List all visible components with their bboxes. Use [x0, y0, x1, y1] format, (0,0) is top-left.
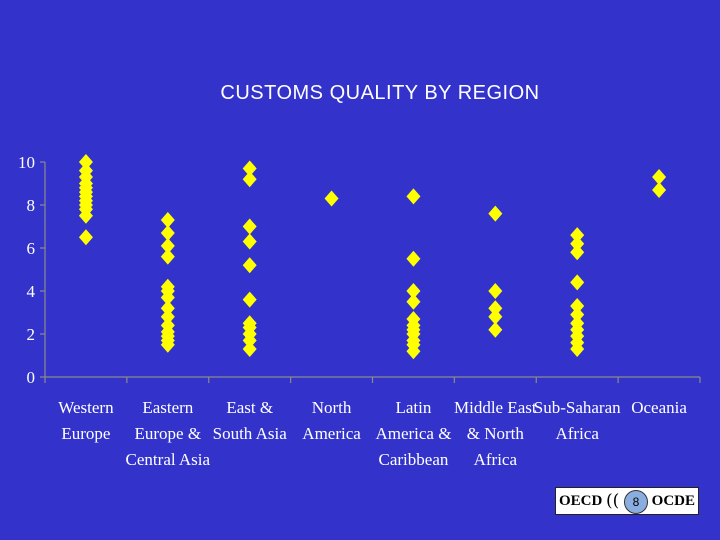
data-point — [652, 169, 667, 186]
data-point — [406, 293, 421, 310]
y-tick-label: 2 — [27, 325, 36, 344]
logo-marks: (( — [606, 491, 620, 511]
x-category-label-line: Middle East — [454, 398, 537, 417]
data-point — [78, 154, 93, 170]
slide-title: CUSTOMS QUALITY BY REGION — [220, 82, 540, 104]
data-point — [78, 207, 93, 224]
x-category-label-line: Europe — [61, 424, 110, 443]
data-point — [570, 306, 585, 323]
logo-oecd-text: OECD — [559, 493, 603, 509]
data-point — [242, 332, 257, 349]
x-category-label-line: Latin — [395, 398, 431, 417]
x-category-label-line: South Asia — [213, 424, 288, 443]
data-point — [406, 188, 421, 205]
data-point — [160, 248, 175, 265]
data-point — [160, 224, 175, 241]
x-category-labels: Western Europe Eastern Europe & Central Asia… — [58, 398, 687, 469]
data-point — [652, 181, 667, 198]
x-category-label-line: North — [312, 398, 352, 417]
x-category-label-line: America & — [375, 424, 451, 443]
y-tick-label: 0 — [27, 368, 36, 387]
x-category-label-line: Oceania — [631, 398, 687, 417]
data-points — [78, 154, 667, 360]
x-category-label: Western Europe — [58, 398, 114, 443]
x-category-label-line: Europe & — [135, 424, 202, 443]
data-point — [488, 283, 503, 299]
data-point — [324, 190, 339, 207]
x-category-label-line: Central Asia — [126, 450, 211, 469]
x-category-label: Eastern Europe & Central Asia — [126, 398, 211, 469]
x-category-label: Sub-Saharan Africa — [534, 398, 621, 443]
chart-axes — [40, 161, 701, 383]
x-category-label-line: Africa — [474, 450, 518, 469]
data-point — [242, 233, 257, 250]
data-point — [242, 218, 257, 235]
data-point — [160, 336, 175, 353]
y-tick-label: 8 — [27, 196, 36, 215]
data-point — [160, 300, 175, 317]
data-point — [242, 257, 257, 274]
x-category-label-line: Caribbean — [379, 450, 449, 469]
x-category-label: East & South Asia — [213, 398, 288, 443]
x-category-label-line: Western — [58, 398, 114, 417]
x-category-label: Middle East & North Africa — [454, 398, 537, 469]
x-category-label-line: America — [302, 424, 361, 443]
page-number-badge: 8 — [624, 490, 648, 514]
data-point — [160, 237, 175, 254]
x-category-label: Latin America & Caribbean — [375, 398, 451, 469]
x-category-label: North America — [302, 398, 361, 443]
data-point — [406, 283, 421, 299]
y-tick-label: 4 — [27, 282, 36, 301]
y-tick-labels: 0 2 4 6 8 10 — [18, 153, 36, 387]
x-category-label-line: East & — [226, 398, 273, 417]
data-point — [488, 205, 503, 222]
data-point — [570, 341, 585, 358]
data-point — [242, 291, 257, 308]
logo-ocde-text: OCDE — [651, 493, 695, 509]
y-tick-label: 10 — [18, 153, 35, 172]
x-category-label-line: Eastern — [142, 398, 193, 417]
data-point — [160, 212, 175, 229]
data-point — [570, 235, 585, 252]
data-point — [78, 229, 93, 246]
data-point — [160, 289, 175, 306]
x-category-label-line: Africa — [555, 424, 599, 443]
data-point — [242, 341, 257, 358]
data-point — [242, 160, 257, 177]
x-category-label: Oceania — [631, 398, 687, 417]
data-point — [488, 321, 503, 338]
y-tick-label: 6 — [27, 239, 36, 258]
data-point — [570, 244, 585, 261]
data-point — [488, 308, 503, 325]
data-point — [570, 227, 585, 244]
x-category-label-line: Sub-Saharan — [534, 398, 621, 417]
x-category-label-line: & North — [467, 424, 525, 443]
data-point — [570, 274, 585, 291]
data-point — [406, 250, 421, 267]
data-point — [570, 298, 585, 315]
data-point — [242, 171, 257, 188]
data-point — [488, 300, 503, 317]
data-point — [160, 308, 175, 325]
data-point — [406, 343, 421, 360]
